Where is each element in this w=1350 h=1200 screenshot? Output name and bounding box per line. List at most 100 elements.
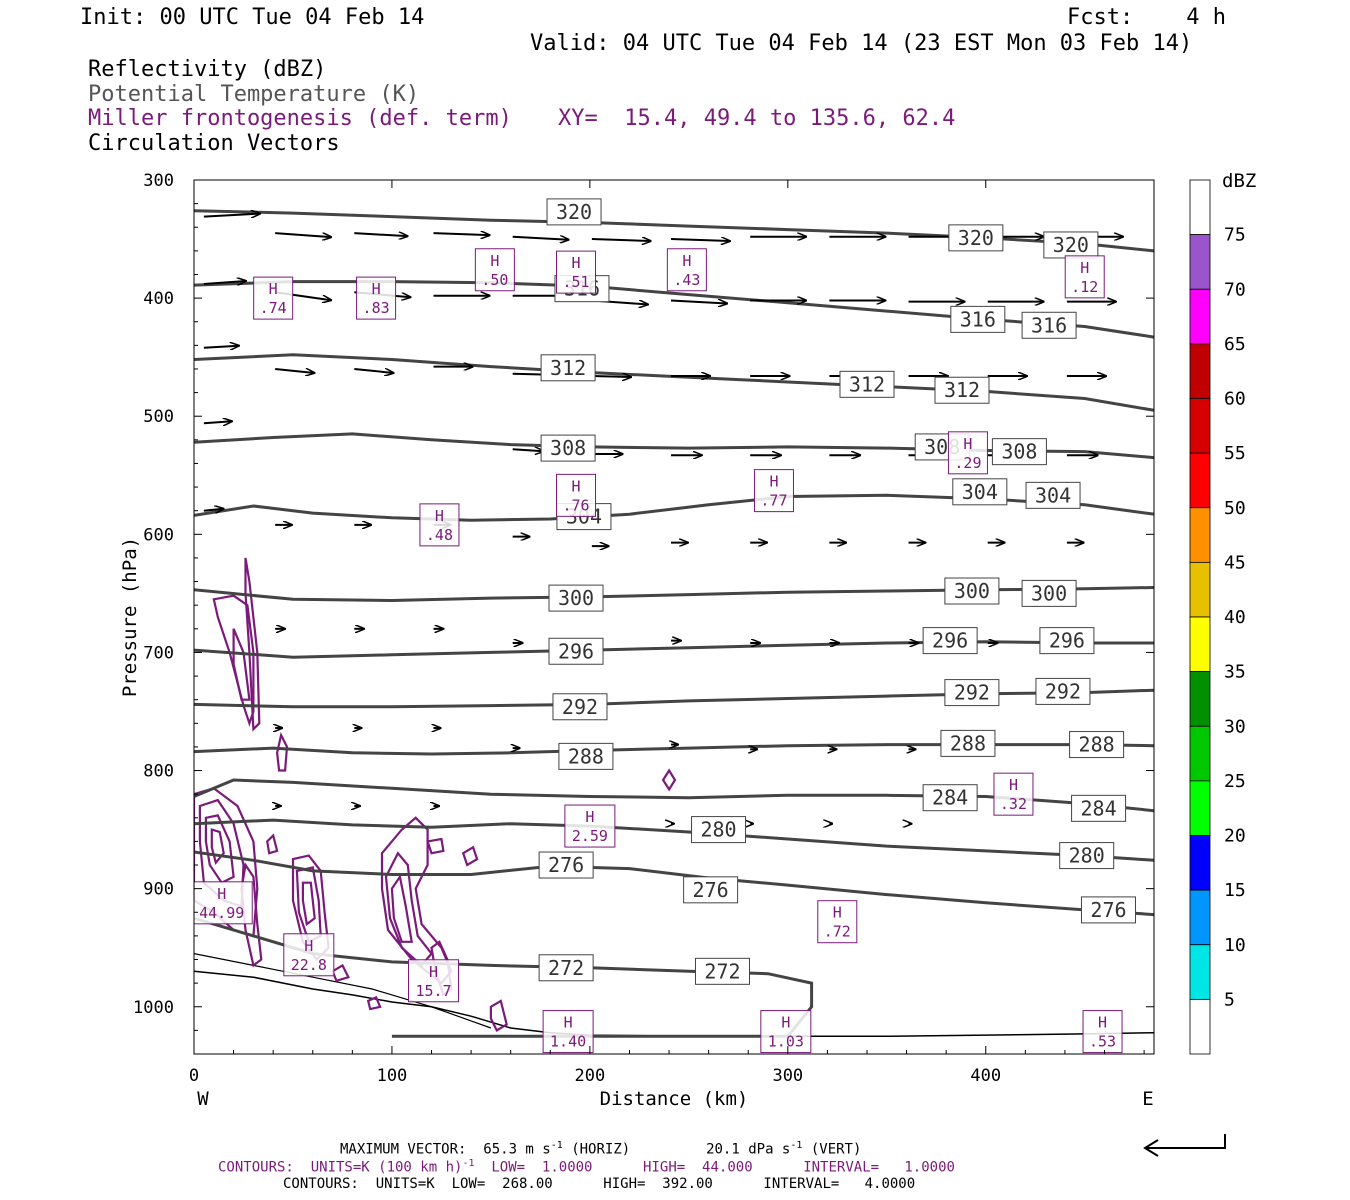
svg-text:H: H [372, 280, 381, 298]
svg-text:H: H [1080, 259, 1089, 277]
frontogenesis-contour [331, 963, 350, 983]
theta-label: 312 [839, 370, 895, 398]
frontogenesis-max-label: H.12 [1064, 255, 1105, 299]
theta-contour-320 [194, 209, 1154, 253]
theta-label: 300 [1021, 579, 1077, 607]
circulation-vector [512, 237, 569, 240]
frontogenesis-max-label: H.83 [356, 276, 397, 320]
colorbar-tick-label: 10 [1224, 935, 1246, 956]
theta-label: 320 [948, 224, 1004, 252]
svg-text:300: 300 [558, 586, 594, 610]
colorbar-tick-label: 40 [1224, 607, 1246, 628]
theta-contour-276 [194, 850, 1154, 917]
cross-section-endpoints: XY= 15.4, 49.4 to 135.6, 62.4 [558, 106, 956, 131]
y-tick-label: 400 [143, 289, 174, 309]
colorbar-segment [1189, 288, 1211, 345]
svg-text:44.99: 44.99 [199, 904, 244, 922]
svg-text:320: 320 [958, 226, 994, 250]
svg-text:.50: .50 [481, 271, 508, 289]
theta-label: 292 [944, 679, 1000, 707]
colorbar-segment [1189, 561, 1211, 618]
theta-label: 296 [922, 627, 978, 655]
theta-label: 320 [546, 198, 602, 226]
x-tick-label: 200 [575, 1066, 606, 1086]
y-tick-label: 1000 [133, 998, 174, 1018]
y-tick-label: 600 [143, 525, 174, 545]
theta-label: 284 [922, 784, 978, 812]
svg-text:15.7: 15.7 [415, 982, 451, 1000]
reference-vector [1143, 1134, 1226, 1157]
frontogenesis-contour [380, 816, 453, 985]
svg-text:276: 276 [693, 878, 729, 902]
circulation-vector [670, 239, 730, 241]
colorbar-segment [1189, 835, 1211, 891]
theta-contour-272 [194, 916, 814, 1038]
svg-text:1.03: 1.03 [768, 1033, 804, 1051]
theta-label: 276 [1080, 896, 1136, 924]
theta-label: 280 [691, 816, 747, 844]
svg-text:316: 316 [960, 307, 996, 331]
field-frontogenesis: Miller frontogenesis (def. term) [88, 106, 512, 131]
colorbar-title: dBZ [1222, 170, 1256, 192]
svg-text:300: 300 [1031, 581, 1067, 605]
y-tick-label: 500 [143, 407, 174, 427]
x-tick-label: 300 [772, 1066, 803, 1086]
frontogenesis-contour [210, 828, 225, 866]
footer-contours-frontogenesis: CONTOURS: UNITS=K (100 km h)-1 LOW= 1.00… [218, 1158, 955, 1176]
svg-text:H: H [585, 808, 594, 826]
svg-text:H: H [564, 1014, 573, 1032]
frontogenesis-contour [390, 874, 413, 943]
theta-label: 280 [1059, 842, 1115, 870]
svg-text:300: 300 [954, 579, 990, 603]
frontogenesis-max-label: H1.03 [760, 1010, 812, 1054]
svg-text:H: H [490, 252, 499, 270]
frontogenesis-contour [275, 731, 289, 772]
svg-text:304: 304 [962, 480, 998, 504]
frontogenesis-max-label: H.77 [753, 469, 794, 513]
svg-text:280: 280 [700, 818, 736, 842]
svg-text:308: 308 [1001, 440, 1037, 464]
svg-text:H: H [833, 904, 842, 922]
colorbar-segment [1189, 944, 1211, 1000]
svg-text:296: 296 [1049, 629, 1085, 653]
colorbar-tick-label: 30 [1224, 716, 1246, 737]
frontogenesis-max-label: H.53 [1082, 1010, 1123, 1054]
colorbar-tick-label: 60 [1224, 389, 1246, 410]
theta-label: 276 [538, 851, 594, 879]
svg-text:H: H [572, 477, 581, 495]
frontogenesis-max-label: H.48 [419, 503, 460, 547]
svg-text:H: H [682, 252, 691, 270]
svg-text:.48: .48 [426, 526, 453, 544]
colorbar-tick-label: 20 [1224, 826, 1246, 847]
colorbar-tick-label: 50 [1224, 498, 1246, 519]
field-potential-temperature: Potential Temperature (K) [88, 82, 420, 107]
theta-contour-300 [194, 586, 1154, 603]
circulation-vector [275, 232, 331, 237]
svg-text:292: 292 [562, 695, 598, 719]
circulation-vector [512, 449, 544, 451]
svg-text:.76: .76 [562, 496, 589, 514]
frontogenesis-max-label: H.76 [556, 473, 597, 517]
svg-text:308: 308 [550, 436, 586, 460]
theta-label: 312 [934, 376, 990, 404]
svg-text:H: H [217, 885, 226, 903]
theta-contour-312 [194, 353, 1154, 412]
forecast-hour: Fcst: 4 h [1067, 5, 1226, 30]
svg-text:272: 272 [548, 956, 584, 980]
frontogenesis-max-label: H.32 [993, 772, 1034, 816]
svg-text:H: H [429, 963, 438, 981]
plot-frame [193, 179, 1155, 1055]
svg-text:280: 280 [1069, 844, 1105, 868]
theta-label: 288 [558, 742, 614, 770]
theta-label: 308 [991, 438, 1047, 466]
frontogenesis-contour [461, 845, 479, 867]
frontogenesis-max-label: H2.59 [564, 804, 616, 848]
x-left-direction: W [197, 1088, 209, 1110]
frontogenesis-contour [266, 833, 279, 855]
colorbar-segment [1189, 507, 1211, 563]
frontogenesis-contour [204, 814, 235, 885]
svg-text:316: 316 [1031, 313, 1067, 337]
frontogenesis-max-label: H.74 [253, 276, 294, 320]
svg-text:22.8: 22.8 [291, 956, 327, 974]
